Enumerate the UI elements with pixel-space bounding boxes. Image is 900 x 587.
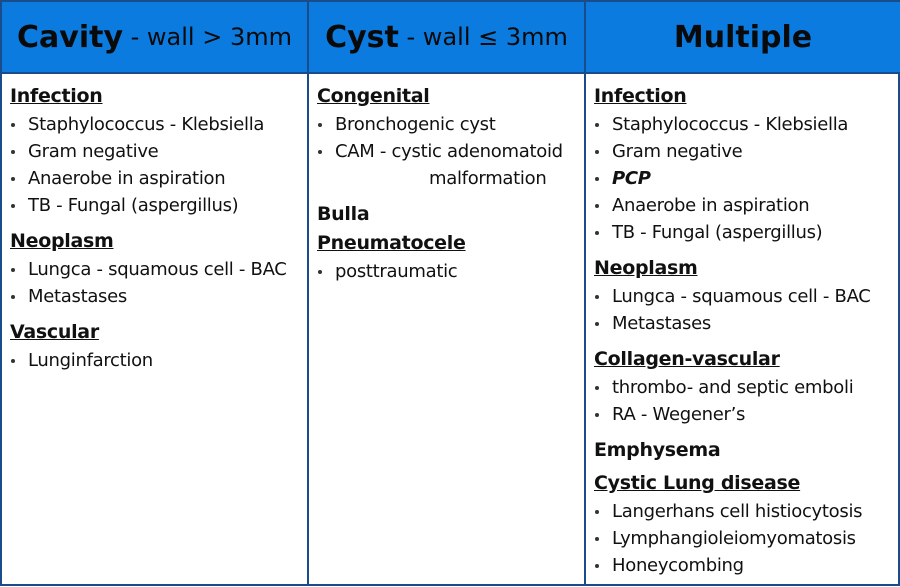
list-item: posttraumatic [317,258,584,285]
group-list: Lunginfarction [10,347,307,374]
group-heading: Infection [594,85,687,107]
header-title: Cavity [17,19,123,55]
group-list: Lungca - squamous cell - BAC Metastases [594,283,900,337]
list-item: Lunginfarction [10,347,307,374]
column-cavity: Cavity - wall > 3mm Infection Staphyloco… [2,2,307,584]
list-item: Metastases [10,283,307,310]
group-list: Staphylococcus - Klebsiella Gram negativ… [594,111,900,246]
group-list: Langerhans cell histiocytosis Lymphangio… [594,498,900,579]
header-subtitle: - wall > 3mm [123,23,292,51]
list-item: TB - Fungal (aspergillus) [594,219,900,246]
group-heading: Neoplasm [594,257,698,279]
column-header-cyst: Cyst - wall ≤ 3mm [309,2,584,74]
column-multiple: Multiple Infection Staphylococcus - Kleb… [584,2,900,584]
group-heading: Collagen-vascular [594,348,780,370]
column-body: Congenital Bronchogenic cyst CAM - cysti… [309,82,584,293]
list-item: thrombo- and septic emboli [594,374,900,401]
list-item: Metastases [594,310,900,337]
list-item: Staphylococcus - Klebsiella [594,111,900,138]
header-title: Multiple [673,19,813,55]
group-heading: Congenital [317,85,430,107]
list-item: RA - Wegener’s [594,401,900,428]
group-list: posttraumatic [317,258,584,285]
list-item: Honeycombing [594,552,900,579]
header-title: Cyst [325,19,399,55]
list-item: Anaerobe in aspiration [594,192,900,219]
group-list: Staphylococcus - Klebsiella Gram negativ… [10,111,307,219]
list-item-continuation: malformation [429,168,547,189]
list-item: PCP [594,165,900,192]
list-item: TB - Fungal (aspergillus) [10,192,307,219]
list-item: Anaerobe in aspiration [10,165,307,192]
group-list: Lungca - squamous cell - BAC Metastases [10,256,307,310]
column-body: Infection Staphylococcus - Klebsiella Gr… [586,82,900,587]
list-item: Gram negative [10,138,307,165]
group-heading: Vascular [10,321,99,343]
header-subtitle: - wall ≤ 3mm [398,23,568,51]
group-heading: Cystic Lung disease [594,472,801,494]
list-item: Lymphangioleiomyomatosis [594,525,900,552]
list-item: Staphylococcus - Klebsiella [10,111,307,138]
group-heading: Neoplasm [10,230,114,252]
group-list: thrombo- and septic emboli RA - Wegener’… [594,374,900,428]
group-list: Bronchogenic cyst CAM - cystic adenomato… [317,111,584,192]
column-cyst: Cyst - wall ≤ 3mm Congenital Bronchogeni… [307,2,584,584]
group-heading: Bulla [317,203,370,225]
group-heading: Pneumatocele [317,232,466,254]
list-item: Langerhans cell histiocytosis [594,498,900,525]
list-item: Lungca - squamous cell - BAC [10,256,307,283]
column-header-multiple: Multiple [586,2,900,74]
group-heading: Infection [10,85,103,107]
list-item: Lungca - squamous cell - BAC [594,283,900,310]
column-body: Infection Staphylococcus - Klebsiella Gr… [2,82,307,382]
group-heading: Emphysema [594,439,721,461]
column-header-cavity: Cavity - wall > 3mm [2,2,307,74]
list-item: Bronchogenic cyst [317,111,584,138]
list-item: Gram negative [594,138,900,165]
list-item: CAM - cystic adenomatoid [317,138,584,165]
